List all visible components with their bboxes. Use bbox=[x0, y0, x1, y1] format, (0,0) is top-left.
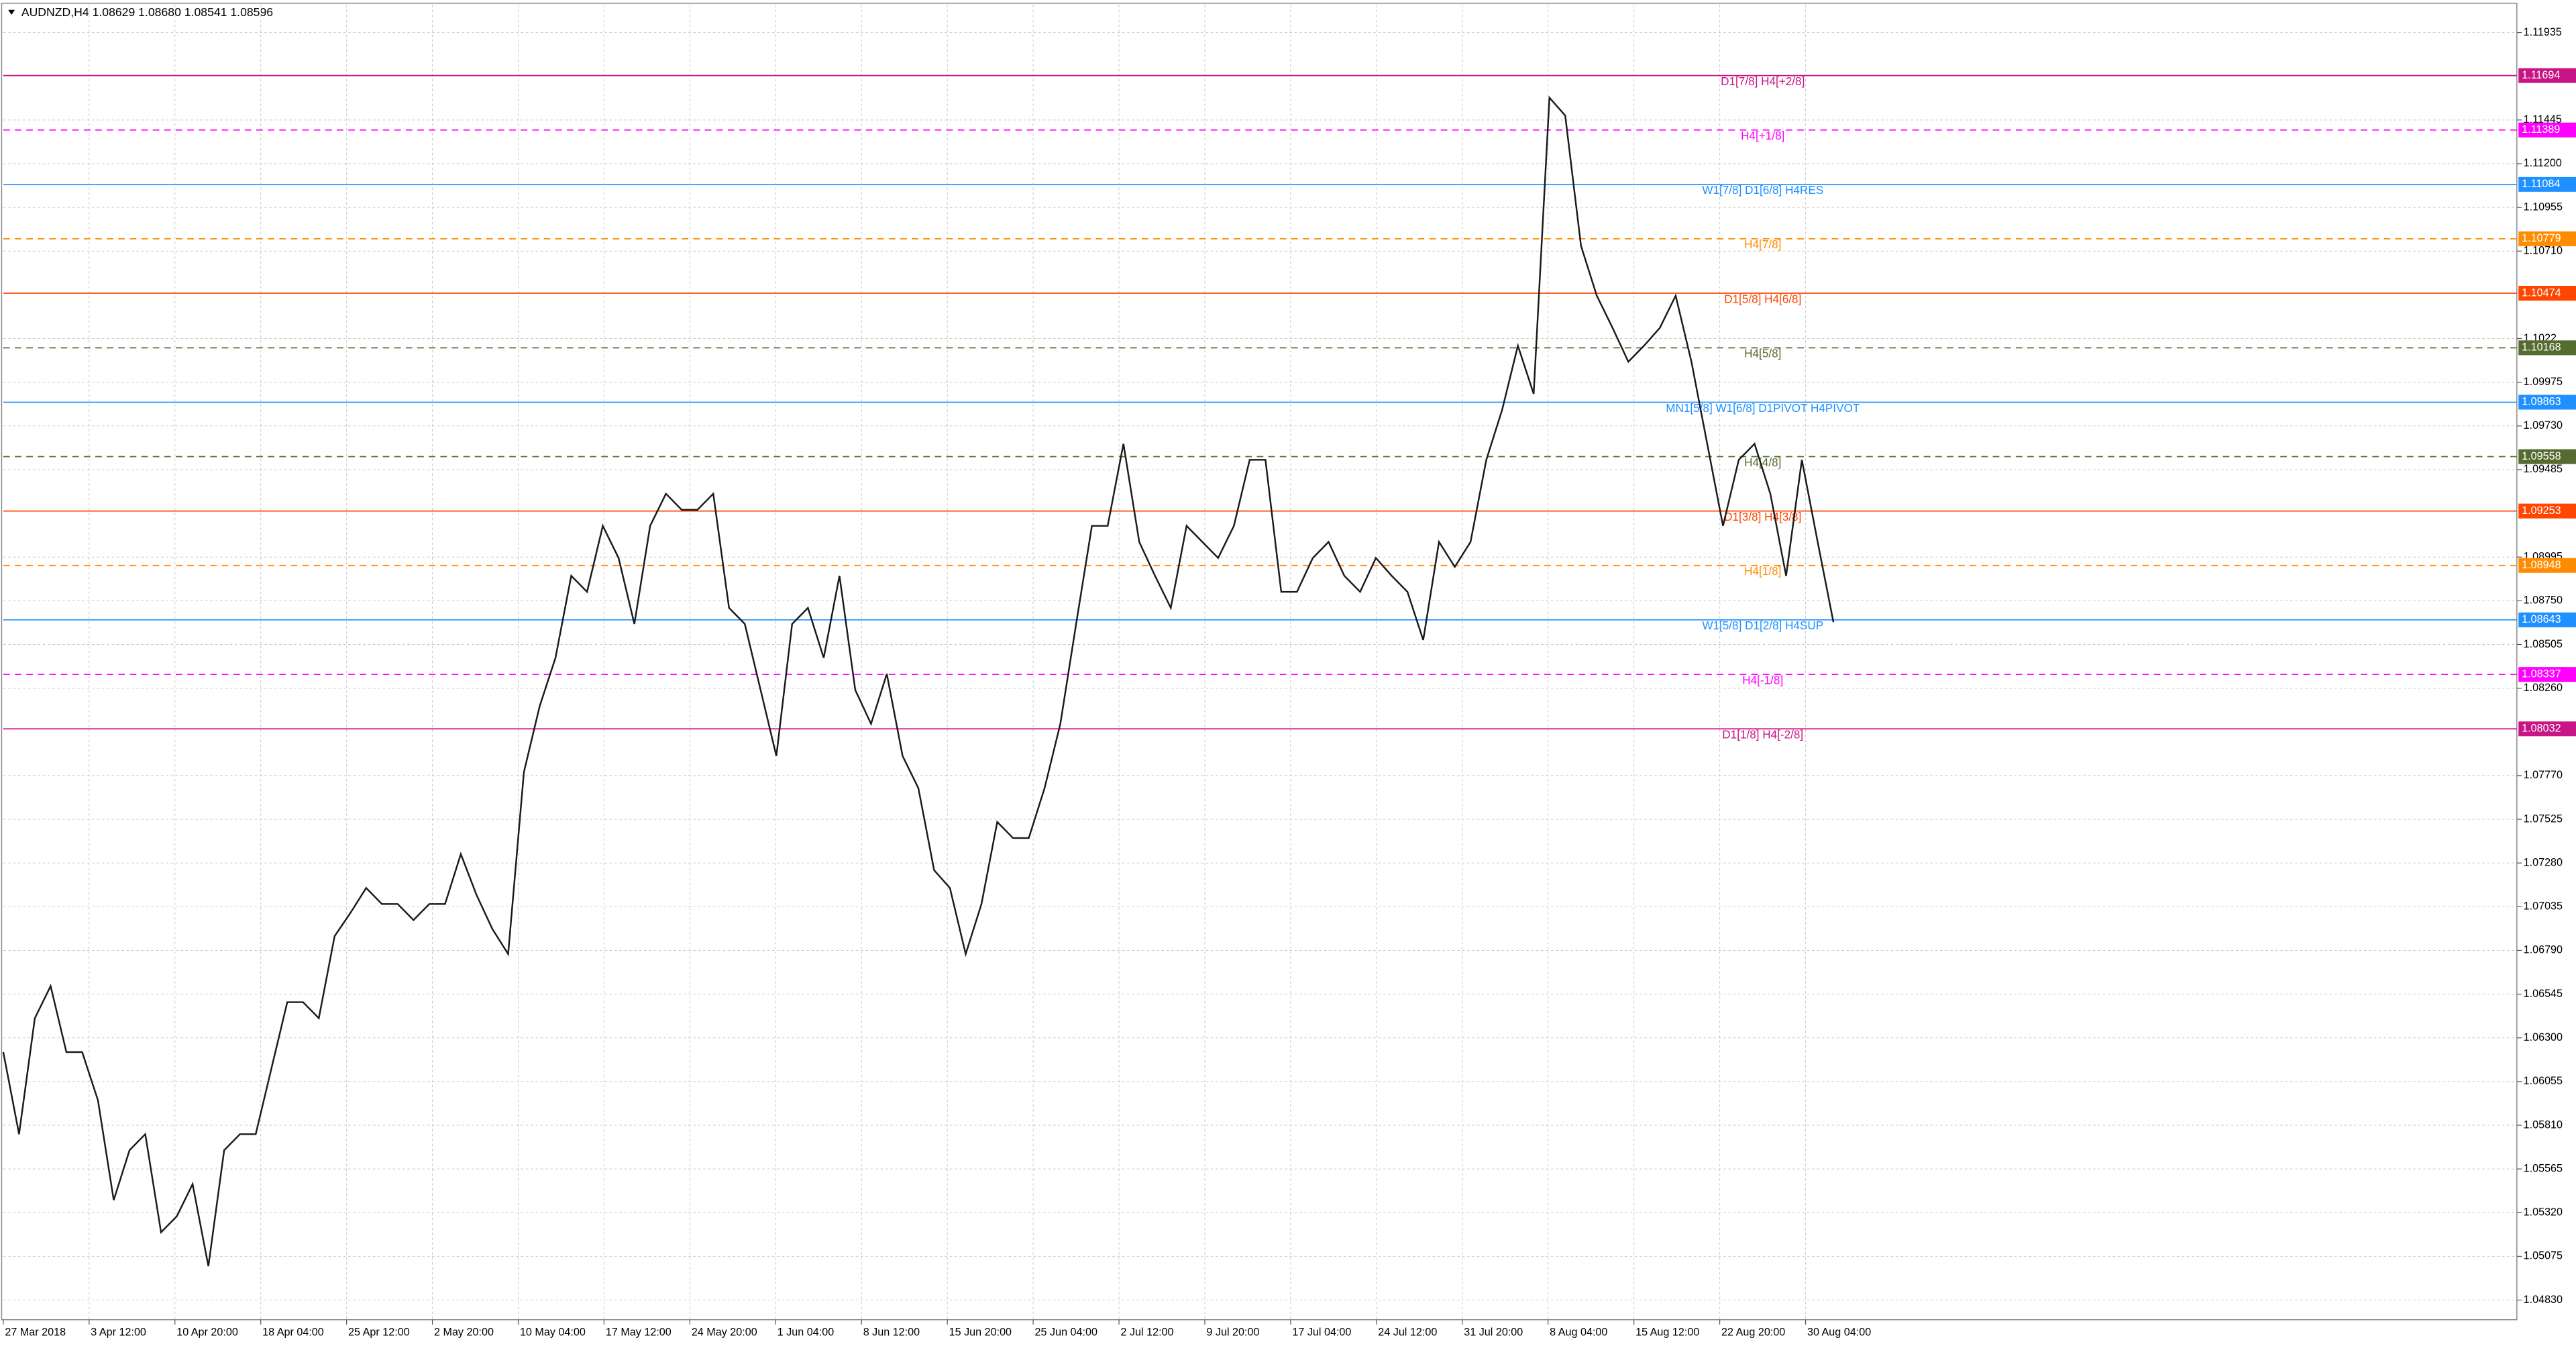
level-price-label: 1.10779 bbox=[2522, 232, 2561, 244]
x-tick-label: 27 Mar 2018 bbox=[5, 1327, 66, 1339]
y-tick-label: 1.07770 bbox=[2524, 769, 2563, 781]
x-tick-label: 24 May 20:00 bbox=[692, 1327, 757, 1339]
level-price-label: 1.11084 bbox=[2522, 178, 2560, 190]
level-label: H4[-1/8] bbox=[1742, 673, 1783, 686]
level-price-label: 1.08948 bbox=[2522, 559, 2561, 571]
x-tick-label: 3 Apr 12:00 bbox=[91, 1327, 146, 1339]
level-label: H4[5/8] bbox=[1744, 347, 1781, 360]
chart-title: AUDNZD,H4 1.08629 1.08680 1.08541 1.0859… bbox=[21, 5, 273, 19]
level-price-label: 1.11694 bbox=[2522, 69, 2560, 81]
y-tick-label: 1.06545 bbox=[2524, 988, 2563, 1000]
level-label: H4[+1/8] bbox=[1741, 129, 1784, 142]
x-tick-label: 15 Aug 12:00 bbox=[1635, 1327, 1699, 1339]
x-tick-label: 2 Jul 12:00 bbox=[1120, 1327, 1173, 1339]
level-price-tag bbox=[2518, 449, 2576, 464]
plot-frame bbox=[1, 3, 2518, 1321]
x-tick-label: 25 Jun 04:00 bbox=[1035, 1327, 1097, 1339]
y-tick-label: 1.06055 bbox=[2524, 1075, 2563, 1087]
x-tick-label: 8 Jun 12:00 bbox=[863, 1327, 920, 1339]
level-price-label: 1.11389 bbox=[2522, 123, 2560, 136]
level-price-label: 1.09863 bbox=[2522, 396, 2561, 408]
level-label: D1[7/8] H4[+2/8] bbox=[1721, 74, 1805, 88]
x-tick-label: 10 Apr 20:00 bbox=[176, 1327, 238, 1339]
level-label: W1[5/8] D1[2/8] H4SUP bbox=[1702, 619, 1823, 632]
y-tick-label: 1.08750 bbox=[2524, 594, 2563, 607]
y-tick-label: 1.07525 bbox=[2524, 813, 2563, 825]
level-price-label: 1.09558 bbox=[2522, 450, 2561, 462]
y-tick-label: 1.09975 bbox=[2524, 376, 2563, 388]
y-tick-label: 1.07280 bbox=[2524, 856, 2563, 868]
level-label: D1[3/8] H4[3/8] bbox=[1724, 510, 1801, 523]
y-tick-label: 1.05810 bbox=[2524, 1119, 2563, 1131]
level-price-label: 1.08643 bbox=[2522, 613, 2561, 625]
x-tick-label: 1 Jun 04:00 bbox=[777, 1327, 834, 1339]
x-tick-label: 2 May 20:00 bbox=[434, 1327, 494, 1339]
x-tick-label: 17 Jul 04:00 bbox=[1292, 1327, 1351, 1339]
x-tick-label: 17 May 12:00 bbox=[606, 1327, 672, 1339]
level-price-tag bbox=[2518, 558, 2576, 573]
level-label: D1[1/8] H4[-2/8] bbox=[1722, 728, 1803, 741]
level-price-tag bbox=[2518, 612, 2576, 627]
y-tick-label: 1.06790 bbox=[2524, 944, 2563, 956]
level-price-tag bbox=[2518, 176, 2576, 192]
y-tick-label: 1.09485 bbox=[2524, 463, 2563, 475]
y-tick-label: 1.10710 bbox=[2524, 245, 2563, 257]
level-price-tag bbox=[2518, 503, 2576, 519]
y-tick-label: 1.11445 bbox=[2524, 113, 2562, 125]
y-tick-label: 1.10955 bbox=[2524, 201, 2563, 213]
level-price-tag bbox=[2518, 667, 2576, 682]
level-price-label: 1.10168 bbox=[2522, 342, 2561, 354]
level-label: MN1[5/8] W1[6/8] D1PIVOT H4PIVOT bbox=[1666, 401, 1860, 415]
level-price-tag bbox=[2518, 231, 2576, 246]
y-tick-label: 1.08260 bbox=[2524, 682, 2563, 694]
level-price-tag bbox=[2518, 285, 2576, 301]
x-tick-label: 30 Aug 04:00 bbox=[1807, 1327, 1871, 1339]
level-price-label: 1.09253 bbox=[2522, 505, 2561, 517]
x-tick-label: 9 Jul 20:00 bbox=[1206, 1327, 1259, 1339]
y-tick-label: 1.05565 bbox=[2524, 1162, 2563, 1174]
y-tick-label: 1.05075 bbox=[2524, 1250, 2563, 1262]
x-tick-label: 10 May 04:00 bbox=[520, 1327, 586, 1339]
x-tick-label: 25 Apr 12:00 bbox=[348, 1327, 410, 1339]
level-label: H4[1/8] bbox=[1744, 564, 1781, 578]
x-tick-label: 31 Jul 20:00 bbox=[1464, 1327, 1523, 1339]
level-label: H4[4/8] bbox=[1744, 456, 1781, 469]
y-tick-label: 1.11200 bbox=[2524, 157, 2562, 169]
level-label: H4[7/8] bbox=[1744, 238, 1781, 251]
level-price-tag bbox=[2518, 68, 2576, 83]
y-tick-label: 1.06300 bbox=[2524, 1031, 2563, 1043]
level-price-tag bbox=[2518, 395, 2576, 410]
level-price-tag bbox=[2518, 122, 2576, 138]
x-tick-label: 18 Apr 04:00 bbox=[262, 1327, 324, 1339]
level-price-tag bbox=[2518, 721, 2576, 737]
y-tick-label: 1.04830 bbox=[2524, 1294, 2563, 1306]
price-line bbox=[2, 95, 1835, 1267]
y-tick-label: 1.08505 bbox=[2524, 638, 2563, 650]
x-tick-label: 8 Aug 04:00 bbox=[1550, 1327, 1607, 1339]
menu-arrow[interactable] bbox=[8, 9, 15, 15]
level-label: D1[5/8] H4[6/8] bbox=[1724, 292, 1801, 305]
y-tick-label: 1.09730 bbox=[2524, 419, 2563, 431]
y-tick-label: 1.07035 bbox=[2524, 900, 2563, 913]
x-tick-label: 24 Jul 12:00 bbox=[1378, 1327, 1437, 1339]
y-tick-label: 1.11935 bbox=[2524, 26, 2562, 38]
y-tick-label: 1.05320 bbox=[2524, 1206, 2563, 1219]
level-price-label: 1.10474 bbox=[2522, 287, 2561, 299]
level-label: W1[7/8] D1[6/8] H4RES bbox=[1702, 183, 1823, 197]
level-price-tag bbox=[2518, 340, 2576, 356]
x-tick-label: 22 Aug 20:00 bbox=[1721, 1327, 1785, 1339]
level-price-label: 1.08032 bbox=[2522, 723, 2561, 735]
level-price-label: 1.08337 bbox=[2522, 668, 2561, 680]
x-tick-label: 15 Jun 20:00 bbox=[949, 1327, 1012, 1339]
